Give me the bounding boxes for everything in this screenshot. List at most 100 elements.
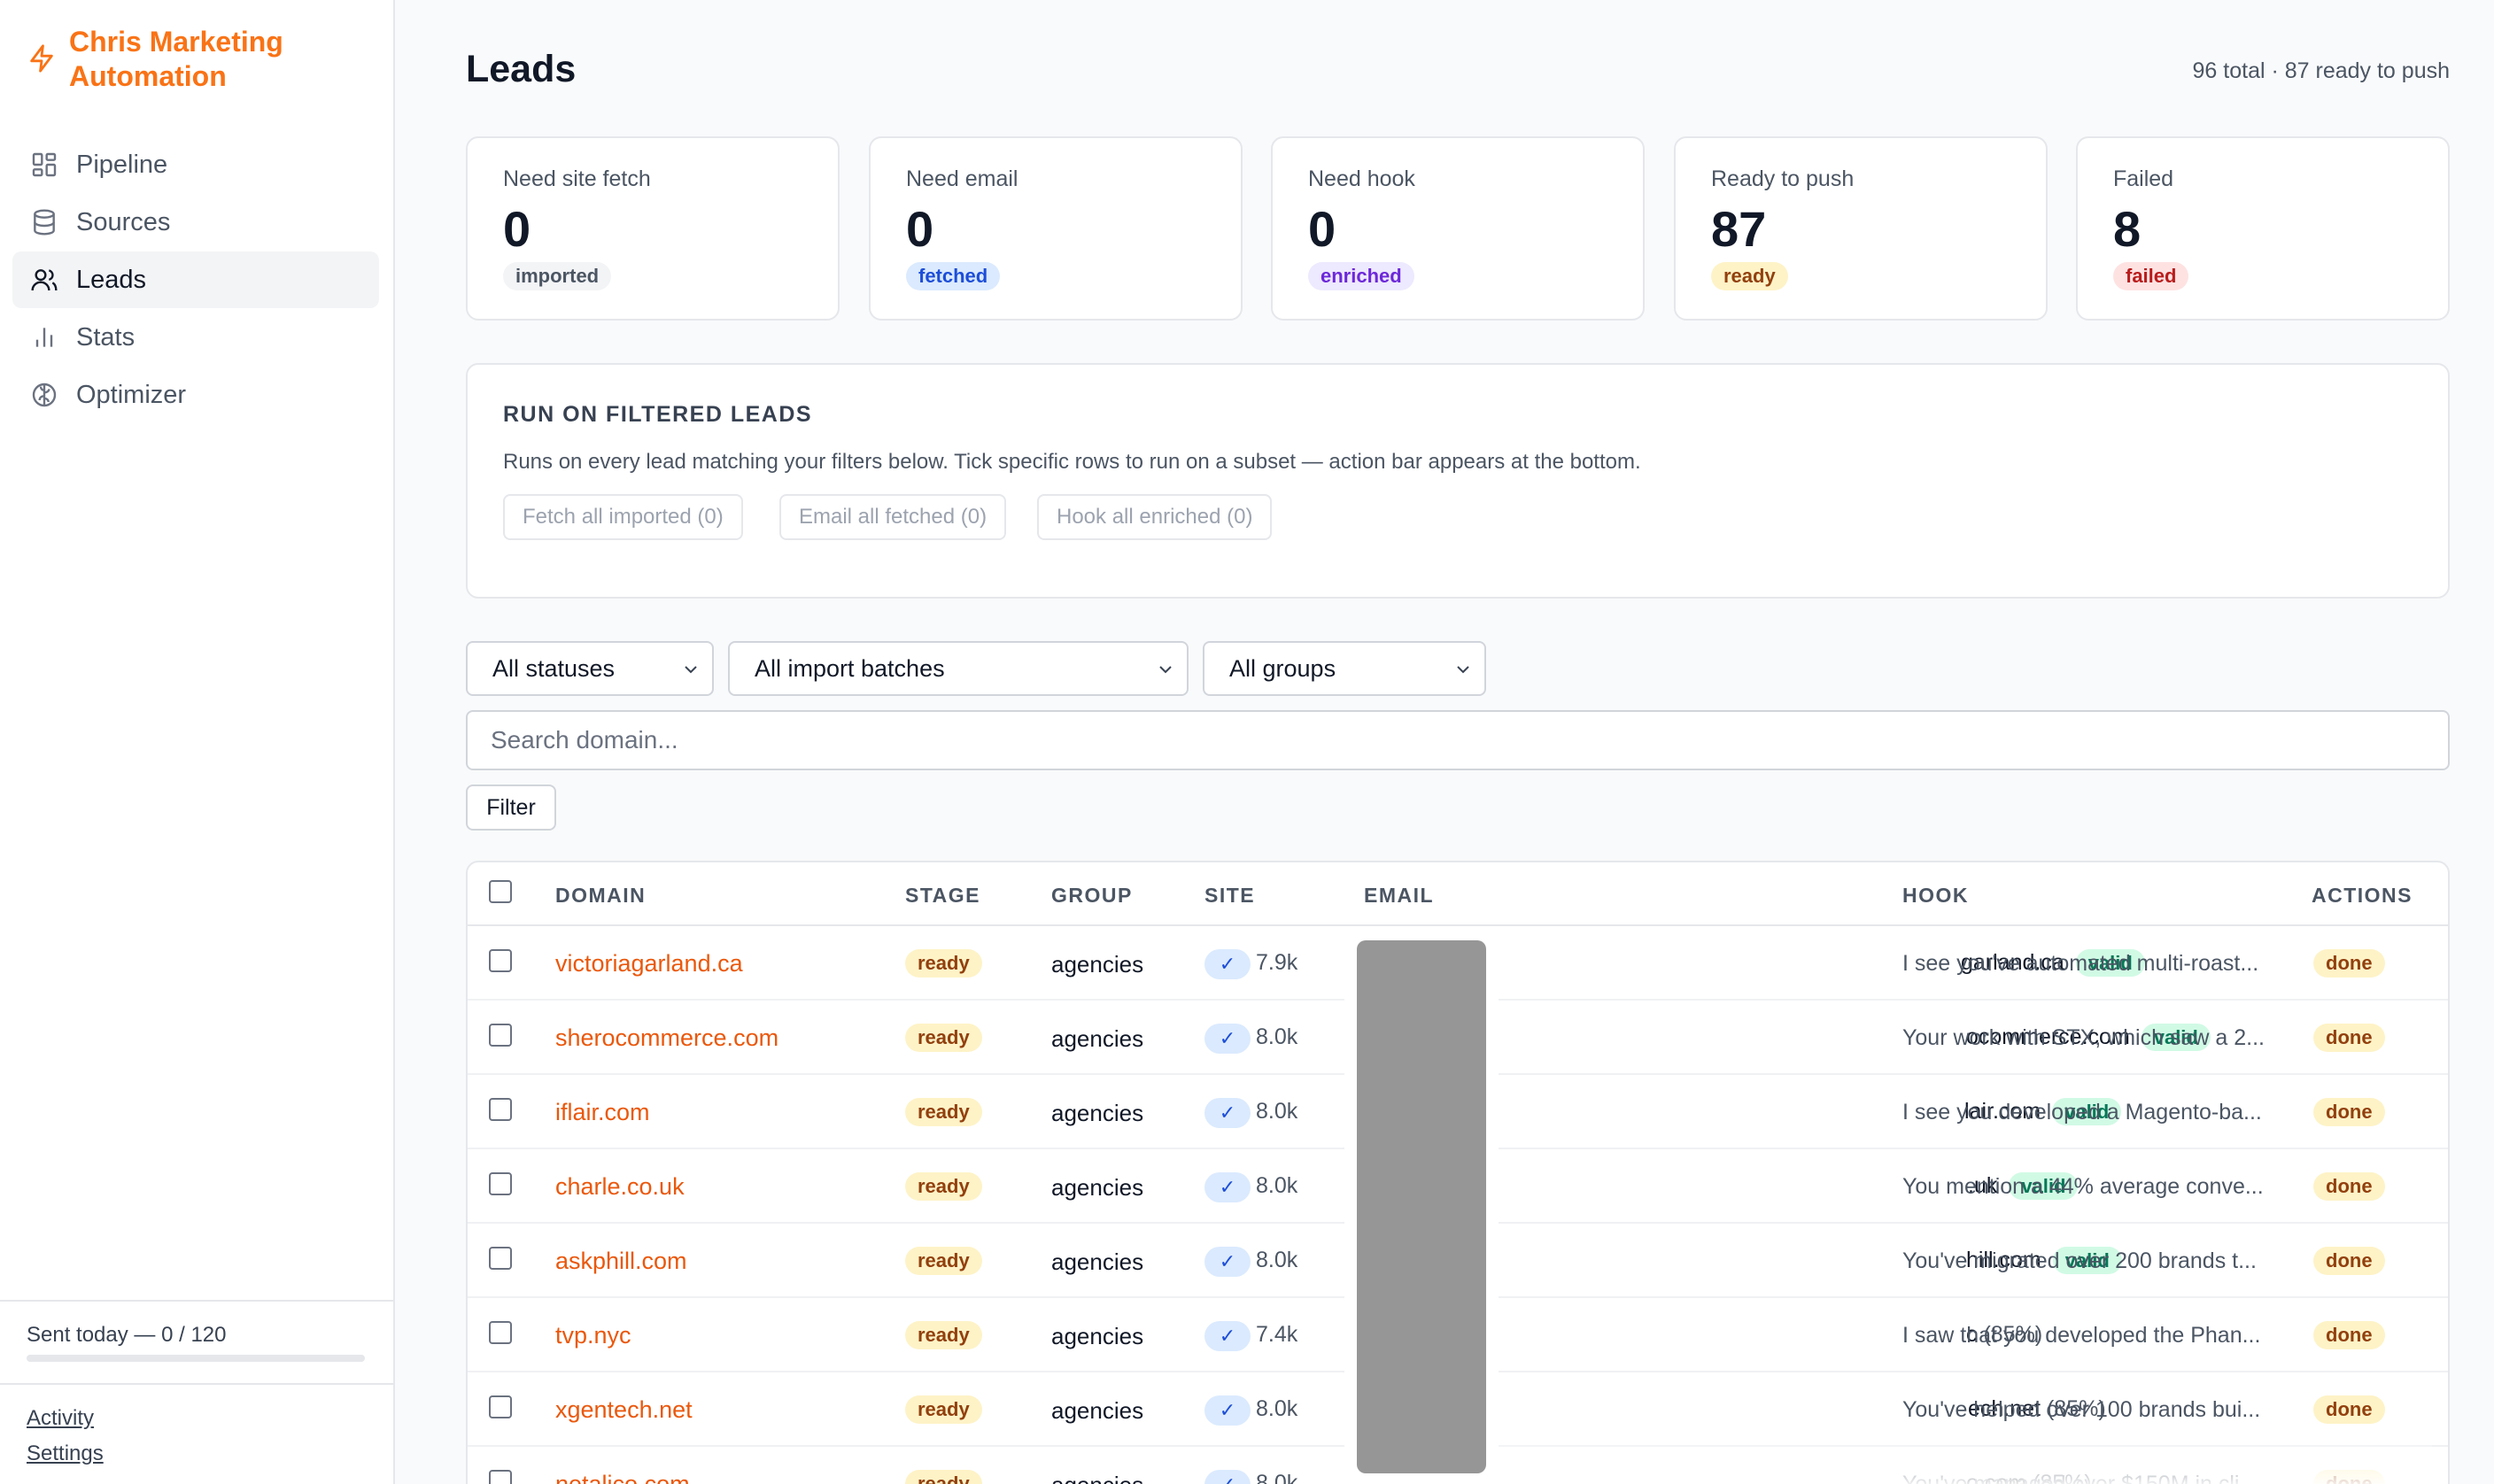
group-cell: agencies [1051,1174,1144,1201]
domain-link[interactable]: sherocommerce.com [555,1024,779,1051]
email-cell[interactable]: .uk valid [1968,1172,2079,1200]
filter-button[interactable]: Filter [466,785,556,831]
site-fetched-check-icon: ✓ [1204,1321,1251,1351]
run-panel-description: Runs on every lead matching your filters… [503,450,1641,474]
stage-badge: ready [905,1321,982,1349]
stage-badge: ready [905,1395,982,1424]
hook-text[interactable]: Your work with STX, which saw a 2... [1902,1025,2265,1050]
email-status-badge: valid [2009,1172,2079,1200]
sidebar-item-sources[interactable]: Sources [12,194,379,251]
sidebar-item-stats[interactable]: Stats [12,309,379,366]
domain-link[interactable]: iflair.com [555,1099,650,1125]
column-header-stage[interactable]: STAGE [905,884,981,907]
domain-link[interactable]: tvp.nyc [555,1322,631,1349]
sent-today-label: Sent today — 0 / 120 [27,1323,227,1347]
status-select[interactable]: All statuses [466,641,714,696]
domain-link[interactable]: victoriagarland.ca [555,950,743,977]
brand[interactable]: Chris Marketing Automation [27,25,335,94]
group-select[interactable]: All groups [1203,641,1486,696]
hook-text[interactable]: I see you've automated multi-roast... [1902,951,2259,976]
domain-link[interactable]: charle.co.uk [555,1173,685,1200]
stage-badge: ready [905,1024,982,1052]
action-done-badge[interactable]: done [2313,1247,2385,1275]
row-checkbox[interactable] [489,1470,512,1484]
status-badge: ready [1711,262,1788,290]
site-size: 7.4k [1256,1322,1298,1347]
stat-value: 0 [1308,201,1336,257]
action-done-badge[interactable]: done [2313,1098,2385,1126]
action-done-badge[interactable]: done [2313,1172,2385,1201]
site-size: 7.9k [1256,950,1298,975]
column-header-actions[interactable]: ACTIONS [2312,884,2413,907]
column-header-site[interactable]: SITE [1204,884,1256,907]
hook-text[interactable]: You mention a 44% average conve... [1902,1174,2264,1199]
select-all-checkbox[interactable] [489,880,512,903]
email-cell[interactable]: lair.com valid [1964,1098,2122,1125]
hook-text[interactable]: I see you developed a Magento-ba... [1902,1100,2262,1125]
action-done-badge[interactable]: done [2313,1024,2385,1052]
row-checkbox[interactable] [489,1024,512,1047]
status-select-value: All statuses [492,654,616,682]
sidebar-nav: Pipeline Sources Leads Stats Optimizer [12,136,379,424]
sidebar-item-label: Sources [76,207,171,236]
site-size: 8.0k [1256,1024,1298,1049]
sidebar-divider [0,1383,395,1385]
hook-text[interactable]: You've helped over 100 brands bui... [1902,1397,2261,1422]
domain-link[interactable]: askphill.com [555,1248,687,1274]
email-address: lair.com [1964,1099,2041,1124]
brain-icon [32,383,57,407]
group-cell: agencies [1051,1248,1144,1275]
hook-text[interactable]: You've migrated over 200 brands t... [1902,1248,2257,1273]
stat-card-need-site-fetch[interactable]: Need site fetch 0 imported [466,136,840,321]
action-done-badge[interactable]: done [2313,949,2385,978]
column-header-group[interactable]: GROUP [1051,884,1133,907]
email-cell[interactable]: ocommerce.com valid [1966,1024,2211,1051]
group-cell: agencies [1051,951,1144,978]
search-domain-input[interactable] [466,710,2450,770]
email-address: garland.ca [1961,950,2064,975]
site-fetched-check-icon: ✓ [1204,1395,1251,1426]
email-cell[interactable]: c (85%) [1966,1322,2042,1348]
row-checkbox[interactable] [489,1395,512,1418]
row-checkbox[interactable] [489,1098,512,1121]
table-header: DOMAIN STAGE GROUP SITE EMAIL HOOK ACTIO… [468,862,2448,926]
stat-card-ready-to-push[interactable]: Ready to push 87 ready [1674,136,2048,321]
row-checkbox[interactable] [489,1172,512,1195]
chevron-down-icon [685,666,697,674]
column-header-hook[interactable]: HOOK [1902,884,1969,907]
row-checkbox[interactable] [489,1321,512,1344]
fetch-all-imported-button[interactable]: Fetch all imported (0) [503,494,743,540]
action-done-badge[interactable]: done [2313,1395,2385,1424]
domain-link[interactable]: xgentech.net [555,1396,693,1423]
email-address: c [1966,1322,1978,1347]
domain-link[interactable]: netalico.com [555,1471,690,1484]
sidebar-item-leads[interactable]: Leads [12,251,379,308]
column-header-domain[interactable]: DOMAIN [555,884,647,907]
hook-text[interactable]: I saw that you developed the Phan... [1902,1323,2261,1348]
settings-link[interactable]: Settings [27,1441,104,1465]
email-cell[interactable]: garland.ca valid [1961,949,2145,977]
sent-today-progress [27,1355,365,1362]
row-checkbox[interactable] [489,949,512,972]
import-batch-select[interactable]: All import batches [728,641,1189,696]
email-cell[interactable]: hill.com valid [1966,1247,2122,1274]
email-cell[interactable]: ech.net (85%) [1968,1396,2106,1422]
sidebar-item-optimizer[interactable]: Optimizer [12,367,379,423]
action-done-badge[interactable]: done [2313,1321,2385,1349]
email-all-fetched-button[interactable]: Email all fetched (0) [779,494,1007,540]
site-fetched-check-icon: ✓ [1204,1172,1251,1202]
stat-label: Need site fetch [503,166,651,191]
chevron-down-icon [1159,666,1172,674]
hook-all-enriched-button[interactable]: Hook all enriched (0) [1037,494,1273,540]
column-header-email[interactable]: EMAIL [1364,884,1435,907]
stat-value: 8 [2113,201,2142,257]
stat-card-need-hook[interactable]: Need hook 0 enriched [1271,136,1645,321]
stat-card-need-email[interactable]: Need email 0 fetched [869,136,1243,321]
activity-link[interactable]: Activity [27,1406,95,1430]
app-name: Chris Marketing Automation [69,26,283,92]
stat-label: Ready to push [1711,166,1855,191]
stat-card-failed[interactable]: Failed 8 failed [2076,136,2450,321]
sidebar-item-pipeline[interactable]: Pipeline [12,136,379,193]
run-panel-title: RUN ON FILTERED LEADS [503,402,813,427]
row-checkbox[interactable] [489,1247,512,1270]
